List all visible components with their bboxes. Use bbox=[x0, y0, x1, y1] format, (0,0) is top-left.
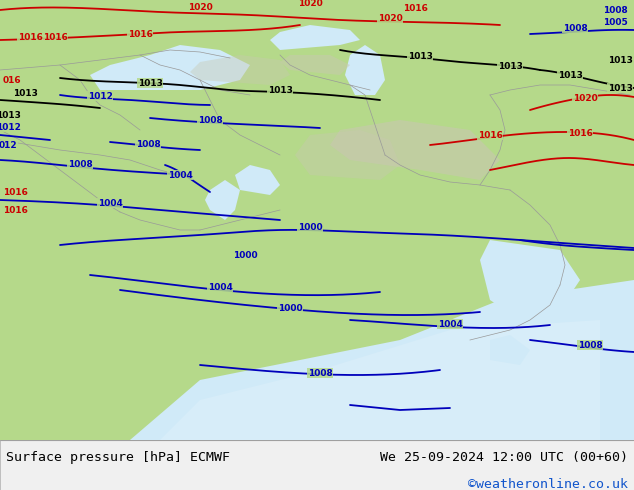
Text: 1012: 1012 bbox=[87, 92, 112, 100]
Text: 1013: 1013 bbox=[607, 83, 633, 93]
Text: ©weatheronline.co.uk: ©weatheronline.co.uk bbox=[468, 477, 628, 490]
Text: 1000: 1000 bbox=[278, 303, 302, 313]
Text: 1016: 1016 bbox=[3, 188, 28, 196]
Text: 1008: 1008 bbox=[307, 368, 332, 377]
Text: 1016: 1016 bbox=[42, 32, 67, 42]
Polygon shape bbox=[295, 130, 400, 180]
Text: 1020: 1020 bbox=[297, 0, 322, 7]
Text: 1004: 1004 bbox=[207, 283, 233, 292]
Text: 1008: 1008 bbox=[136, 140, 160, 148]
Text: 1013: 1013 bbox=[408, 51, 432, 60]
Polygon shape bbox=[130, 280, 634, 440]
Text: Surface pressure [hPa] ECMWF: Surface pressure [hPa] ECMWF bbox=[6, 451, 230, 464]
Text: 1008: 1008 bbox=[562, 24, 587, 32]
Text: 012: 012 bbox=[0, 141, 17, 149]
Text: 1013: 1013 bbox=[498, 62, 522, 71]
Text: 1013: 1013 bbox=[607, 55, 633, 65]
Text: 1016: 1016 bbox=[567, 128, 592, 138]
Polygon shape bbox=[330, 120, 500, 180]
Polygon shape bbox=[205, 180, 240, 220]
Text: 1013: 1013 bbox=[557, 71, 583, 79]
Text: 1000: 1000 bbox=[233, 250, 257, 260]
Text: 1020: 1020 bbox=[378, 14, 403, 23]
Text: 1020: 1020 bbox=[188, 2, 212, 11]
Text: 1004: 1004 bbox=[437, 319, 462, 328]
Text: 1004: 1004 bbox=[167, 171, 193, 179]
Text: 1008: 1008 bbox=[68, 160, 93, 169]
Text: 1008: 1008 bbox=[578, 341, 602, 349]
Text: 1005: 1005 bbox=[603, 18, 628, 26]
Text: 1013: 1013 bbox=[268, 85, 292, 95]
Text: 1013: 1013 bbox=[138, 78, 162, 88]
Polygon shape bbox=[90, 45, 250, 90]
Text: 1013: 1013 bbox=[13, 89, 37, 98]
Text: 1016: 1016 bbox=[127, 29, 152, 39]
Text: 1004: 1004 bbox=[98, 198, 122, 207]
Polygon shape bbox=[490, 335, 530, 365]
Text: 1016: 1016 bbox=[477, 130, 502, 140]
Polygon shape bbox=[190, 55, 290, 85]
Text: We 25-09-2024 12:00 UTC (00+60): We 25-09-2024 12:00 UTC (00+60) bbox=[380, 451, 628, 464]
Polygon shape bbox=[345, 45, 385, 95]
Text: 1008: 1008 bbox=[603, 5, 628, 15]
Polygon shape bbox=[480, 240, 580, 320]
Polygon shape bbox=[235, 165, 280, 195]
Polygon shape bbox=[270, 25, 360, 50]
Text: 1016: 1016 bbox=[18, 32, 42, 42]
Text: 1020: 1020 bbox=[573, 94, 597, 102]
Text: 1012: 1012 bbox=[0, 122, 20, 131]
Text: 1000: 1000 bbox=[298, 222, 322, 231]
Text: 1013: 1013 bbox=[0, 111, 20, 120]
Polygon shape bbox=[160, 320, 600, 440]
Polygon shape bbox=[280, 55, 350, 75]
Text: 016: 016 bbox=[3, 75, 22, 84]
Text: 1008: 1008 bbox=[198, 116, 223, 124]
Text: 1016: 1016 bbox=[3, 205, 28, 215]
Text: 1016: 1016 bbox=[403, 3, 427, 13]
